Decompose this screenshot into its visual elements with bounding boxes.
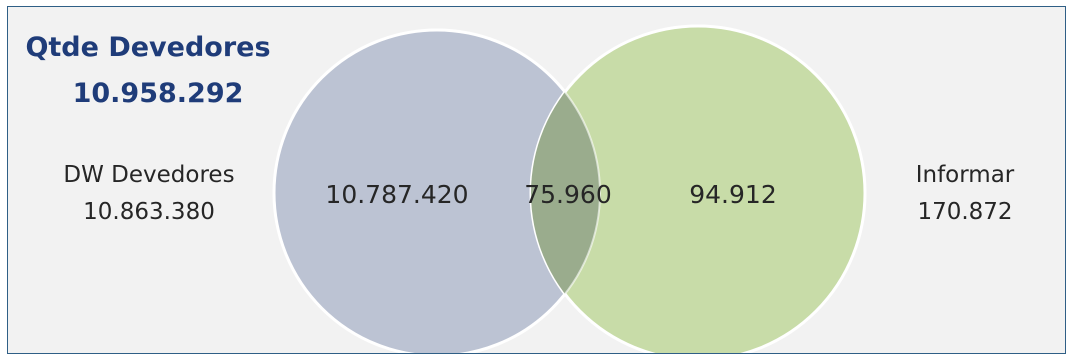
right-only-value: 94.912	[689, 180, 776, 209]
title-value: 10.958.292	[73, 78, 244, 109]
right-set-label: Informar	[916, 162, 1015, 188]
left-only-value: 10.787.420	[325, 180, 468, 209]
intersection-value: 75.960	[524, 180, 611, 209]
left-set-label: DW Devedores	[63, 162, 234, 188]
left-outline	[273, 29, 601, 353]
left-set-total: 10.863.380	[83, 199, 215, 225]
right-set-total: 170.872	[917, 199, 1012, 225]
title-label: Qtde Devedores	[25, 32, 270, 63]
